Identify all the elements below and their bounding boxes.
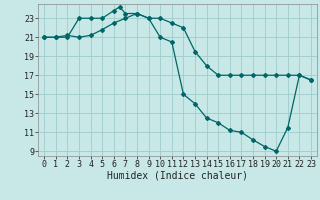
X-axis label: Humidex (Indice chaleur): Humidex (Indice chaleur) — [107, 171, 248, 181]
